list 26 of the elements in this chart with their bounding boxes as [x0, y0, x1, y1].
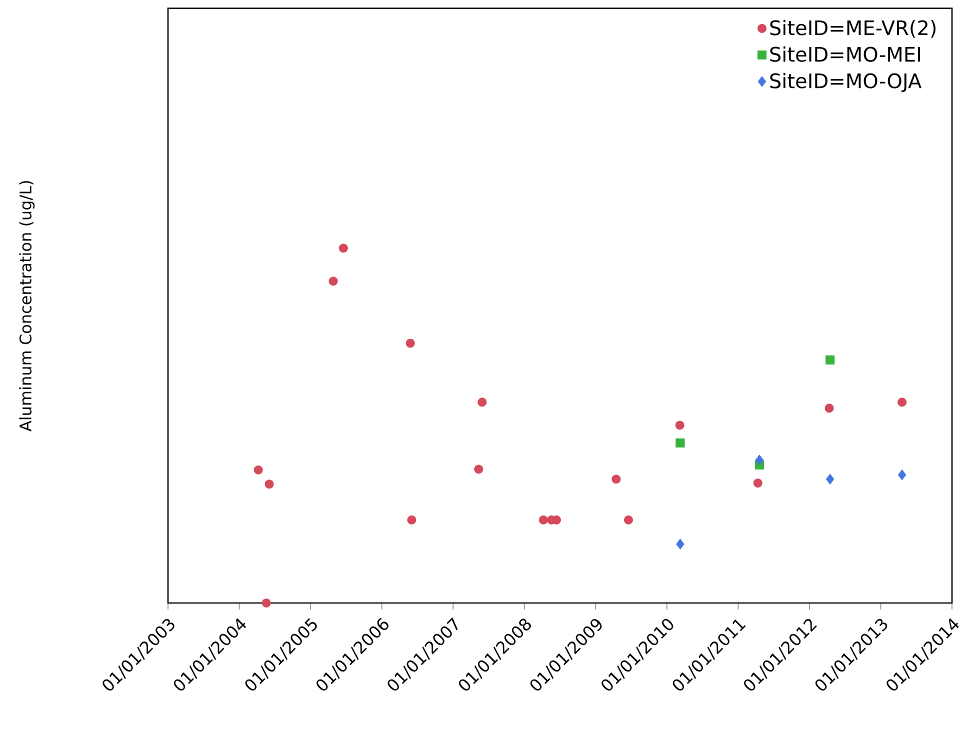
point — [538, 515, 548, 524]
y-axis-title: Aluminum Concentration (ug/L) — [19, 181, 35, 432]
point — [753, 478, 762, 488]
point — [624, 515, 634, 524]
legend-label: SiteID=MO-MEI — [770, 46, 920, 62]
point — [676, 538, 684, 550]
point — [254, 465, 263, 474]
point — [755, 454, 764, 466]
point — [826, 474, 834, 484]
point — [478, 398, 487, 407]
point — [826, 355, 835, 364]
point — [824, 404, 834, 413]
point — [338, 244, 348, 253]
point — [264, 480, 274, 489]
point — [406, 338, 415, 348]
legend-label: SiteID=MO-OJA — [770, 72, 922, 92]
point — [675, 420, 684, 430]
point — [898, 470, 906, 480]
point — [898, 398, 907, 407]
point — [612, 474, 621, 484]
point — [262, 598, 271, 608]
point — [407, 515, 416, 524]
point — [676, 438, 685, 448]
legend-label: SiteID=ME-VR(2) — [770, 20, 936, 38]
point — [328, 276, 338, 286]
point — [474, 464, 484, 474]
